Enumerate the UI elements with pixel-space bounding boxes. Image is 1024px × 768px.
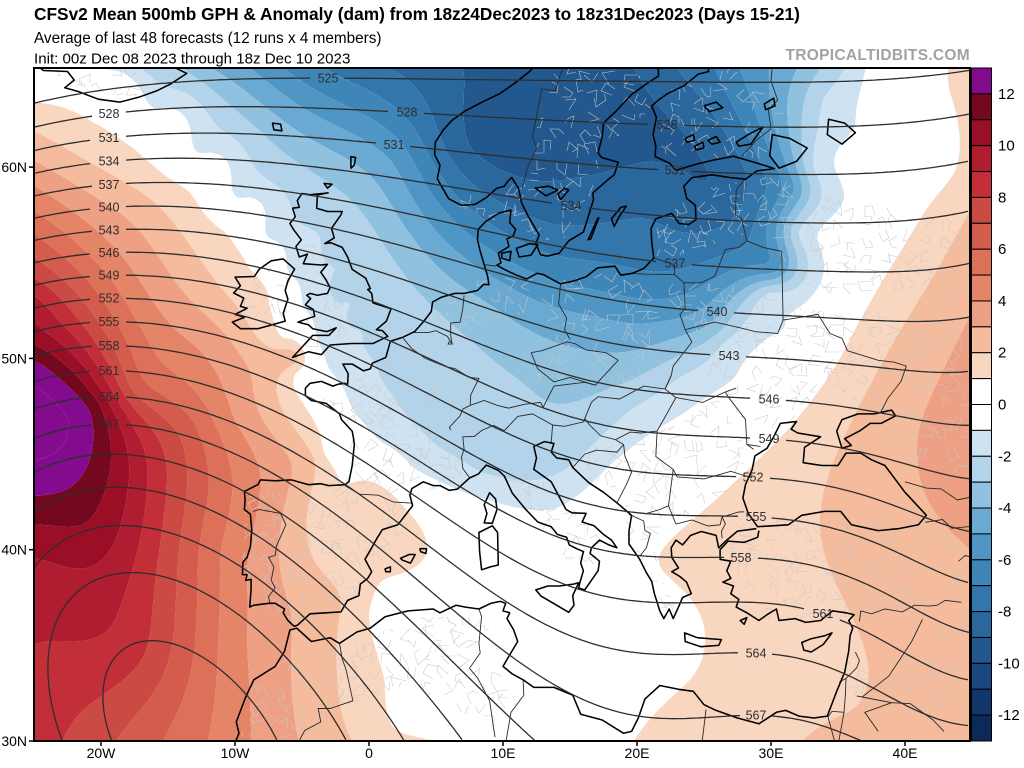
svg-text:552: 552 — [743, 471, 764, 485]
svg-text:546: 546 — [99, 246, 120, 260]
svg-text:0: 0 — [365, 745, 373, 761]
svg-text:528: 528 — [657, 118, 678, 132]
svg-text:10: 10 — [998, 138, 1015, 155]
svg-text:549: 549 — [99, 269, 120, 283]
svg-text:549: 549 — [759, 432, 780, 446]
svg-text:531: 531 — [99, 131, 120, 145]
svg-text:-2: -2 — [998, 448, 1011, 465]
svg-text:4: 4 — [998, 293, 1006, 310]
svg-text:0: 0 — [998, 397, 1006, 414]
svg-text:10W: 10W — [221, 745, 251, 761]
svg-text:552: 552 — [99, 292, 120, 306]
svg-text:40N: 40N — [1, 542, 27, 558]
svg-text:40E: 40E — [893, 745, 918, 761]
svg-text:561: 561 — [813, 607, 834, 621]
svg-text:10E: 10E — [491, 745, 516, 761]
svg-text:543: 543 — [99, 223, 120, 237]
svg-text:534: 534 — [561, 199, 582, 213]
svg-text:8: 8 — [998, 189, 1006, 206]
svg-text:Init: 00z Dec 08 2023 through: Init: 00z Dec 08 2023 through 18z Dec 10… — [34, 51, 350, 68]
svg-text:-4: -4 — [998, 500, 1011, 517]
svg-text:528: 528 — [99, 107, 120, 121]
svg-text:60N: 60N — [1, 159, 27, 175]
svg-text:561: 561 — [99, 364, 120, 378]
svg-text:564: 564 — [99, 390, 120, 404]
svg-text:531: 531 — [665, 164, 686, 178]
svg-text:534: 534 — [99, 155, 120, 169]
svg-text:-6: -6 — [998, 552, 1011, 569]
svg-text:6: 6 — [998, 241, 1006, 258]
svg-text:537: 537 — [665, 257, 686, 271]
svg-text:543: 543 — [719, 349, 740, 363]
svg-text:558: 558 — [731, 551, 752, 565]
svg-text:540: 540 — [707, 305, 728, 319]
svg-text:-10: -10 — [998, 655, 1020, 672]
svg-text:567: 567 — [99, 417, 120, 431]
svg-text:50N: 50N — [1, 350, 27, 366]
svg-text:546: 546 — [759, 392, 780, 406]
svg-text:540: 540 — [99, 201, 120, 215]
svg-text:558: 558 — [99, 339, 120, 353]
svg-text:30N: 30N — [1, 733, 27, 749]
svg-text:555: 555 — [746, 510, 767, 524]
svg-text:564: 564 — [746, 646, 767, 660]
svg-text:525: 525 — [318, 71, 339, 85]
svg-text:20E: 20E — [625, 745, 650, 761]
svg-text:567: 567 — [746, 709, 767, 723]
svg-text:-12: -12 — [998, 707, 1020, 724]
svg-text:2: 2 — [998, 345, 1006, 362]
svg-text:12: 12 — [998, 86, 1015, 103]
svg-text:TROPICALTIDBITS.COM: TROPICALTIDBITS.COM — [785, 47, 970, 64]
svg-text:Average of last 48 forecasts (: Average of last 48 forecasts (12 runs x … — [34, 30, 381, 47]
svg-text:528: 528 — [397, 106, 418, 120]
svg-text:-8: -8 — [998, 604, 1011, 621]
svg-text:30E: 30E — [759, 745, 784, 761]
svg-text:537: 537 — [99, 178, 120, 192]
svg-text:555: 555 — [99, 315, 120, 329]
svg-text:531: 531 — [384, 138, 405, 152]
svg-text:20W: 20W — [87, 745, 117, 761]
svg-text:CFSv2 Mean 500mb GPH & Anomaly: CFSv2 Mean 500mb GPH & Anomaly (dam) fro… — [34, 4, 800, 24]
